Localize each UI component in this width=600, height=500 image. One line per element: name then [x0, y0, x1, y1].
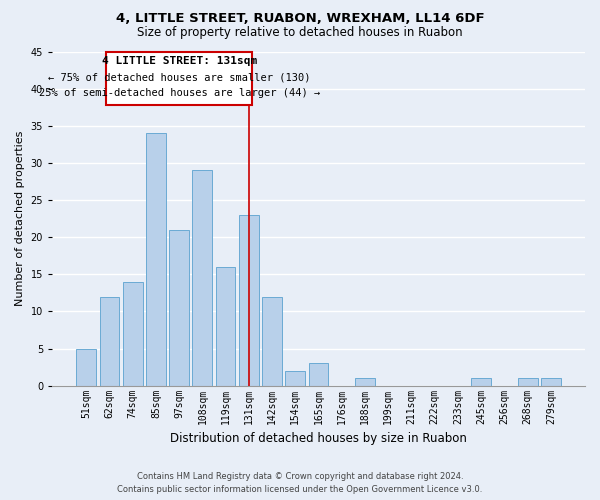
Text: ← 75% of detached houses are smaller (130): ← 75% of detached houses are smaller (13… — [48, 72, 310, 83]
Bar — [262, 296, 282, 386]
Bar — [76, 348, 96, 386]
Bar — [123, 282, 143, 386]
Text: Size of property relative to detached houses in Ruabon: Size of property relative to detached ho… — [137, 26, 463, 39]
Bar — [308, 364, 328, 386]
Text: 25% of semi-detached houses are larger (44) →: 25% of semi-detached houses are larger (… — [38, 88, 320, 98]
Bar — [239, 215, 259, 386]
Bar — [518, 378, 538, 386]
Text: 4 LITTLE STREET: 131sqm: 4 LITTLE STREET: 131sqm — [101, 56, 257, 66]
Bar — [193, 170, 212, 386]
Bar — [355, 378, 375, 386]
Bar — [106, 52, 253, 105]
Bar — [100, 296, 119, 386]
Bar — [216, 267, 235, 386]
Bar — [541, 378, 561, 386]
Text: Contains HM Land Registry data © Crown copyright and database right 2024.
Contai: Contains HM Land Registry data © Crown c… — [118, 472, 482, 494]
Bar — [146, 133, 166, 386]
Text: 4, LITTLE STREET, RUABON, WREXHAM, LL14 6DF: 4, LITTLE STREET, RUABON, WREXHAM, LL14 … — [116, 12, 484, 26]
Bar — [286, 371, 305, 386]
Y-axis label: Number of detached properties: Number of detached properties — [15, 131, 25, 306]
Bar — [169, 230, 189, 386]
X-axis label: Distribution of detached houses by size in Ruabon: Distribution of detached houses by size … — [170, 432, 467, 445]
Bar — [472, 378, 491, 386]
